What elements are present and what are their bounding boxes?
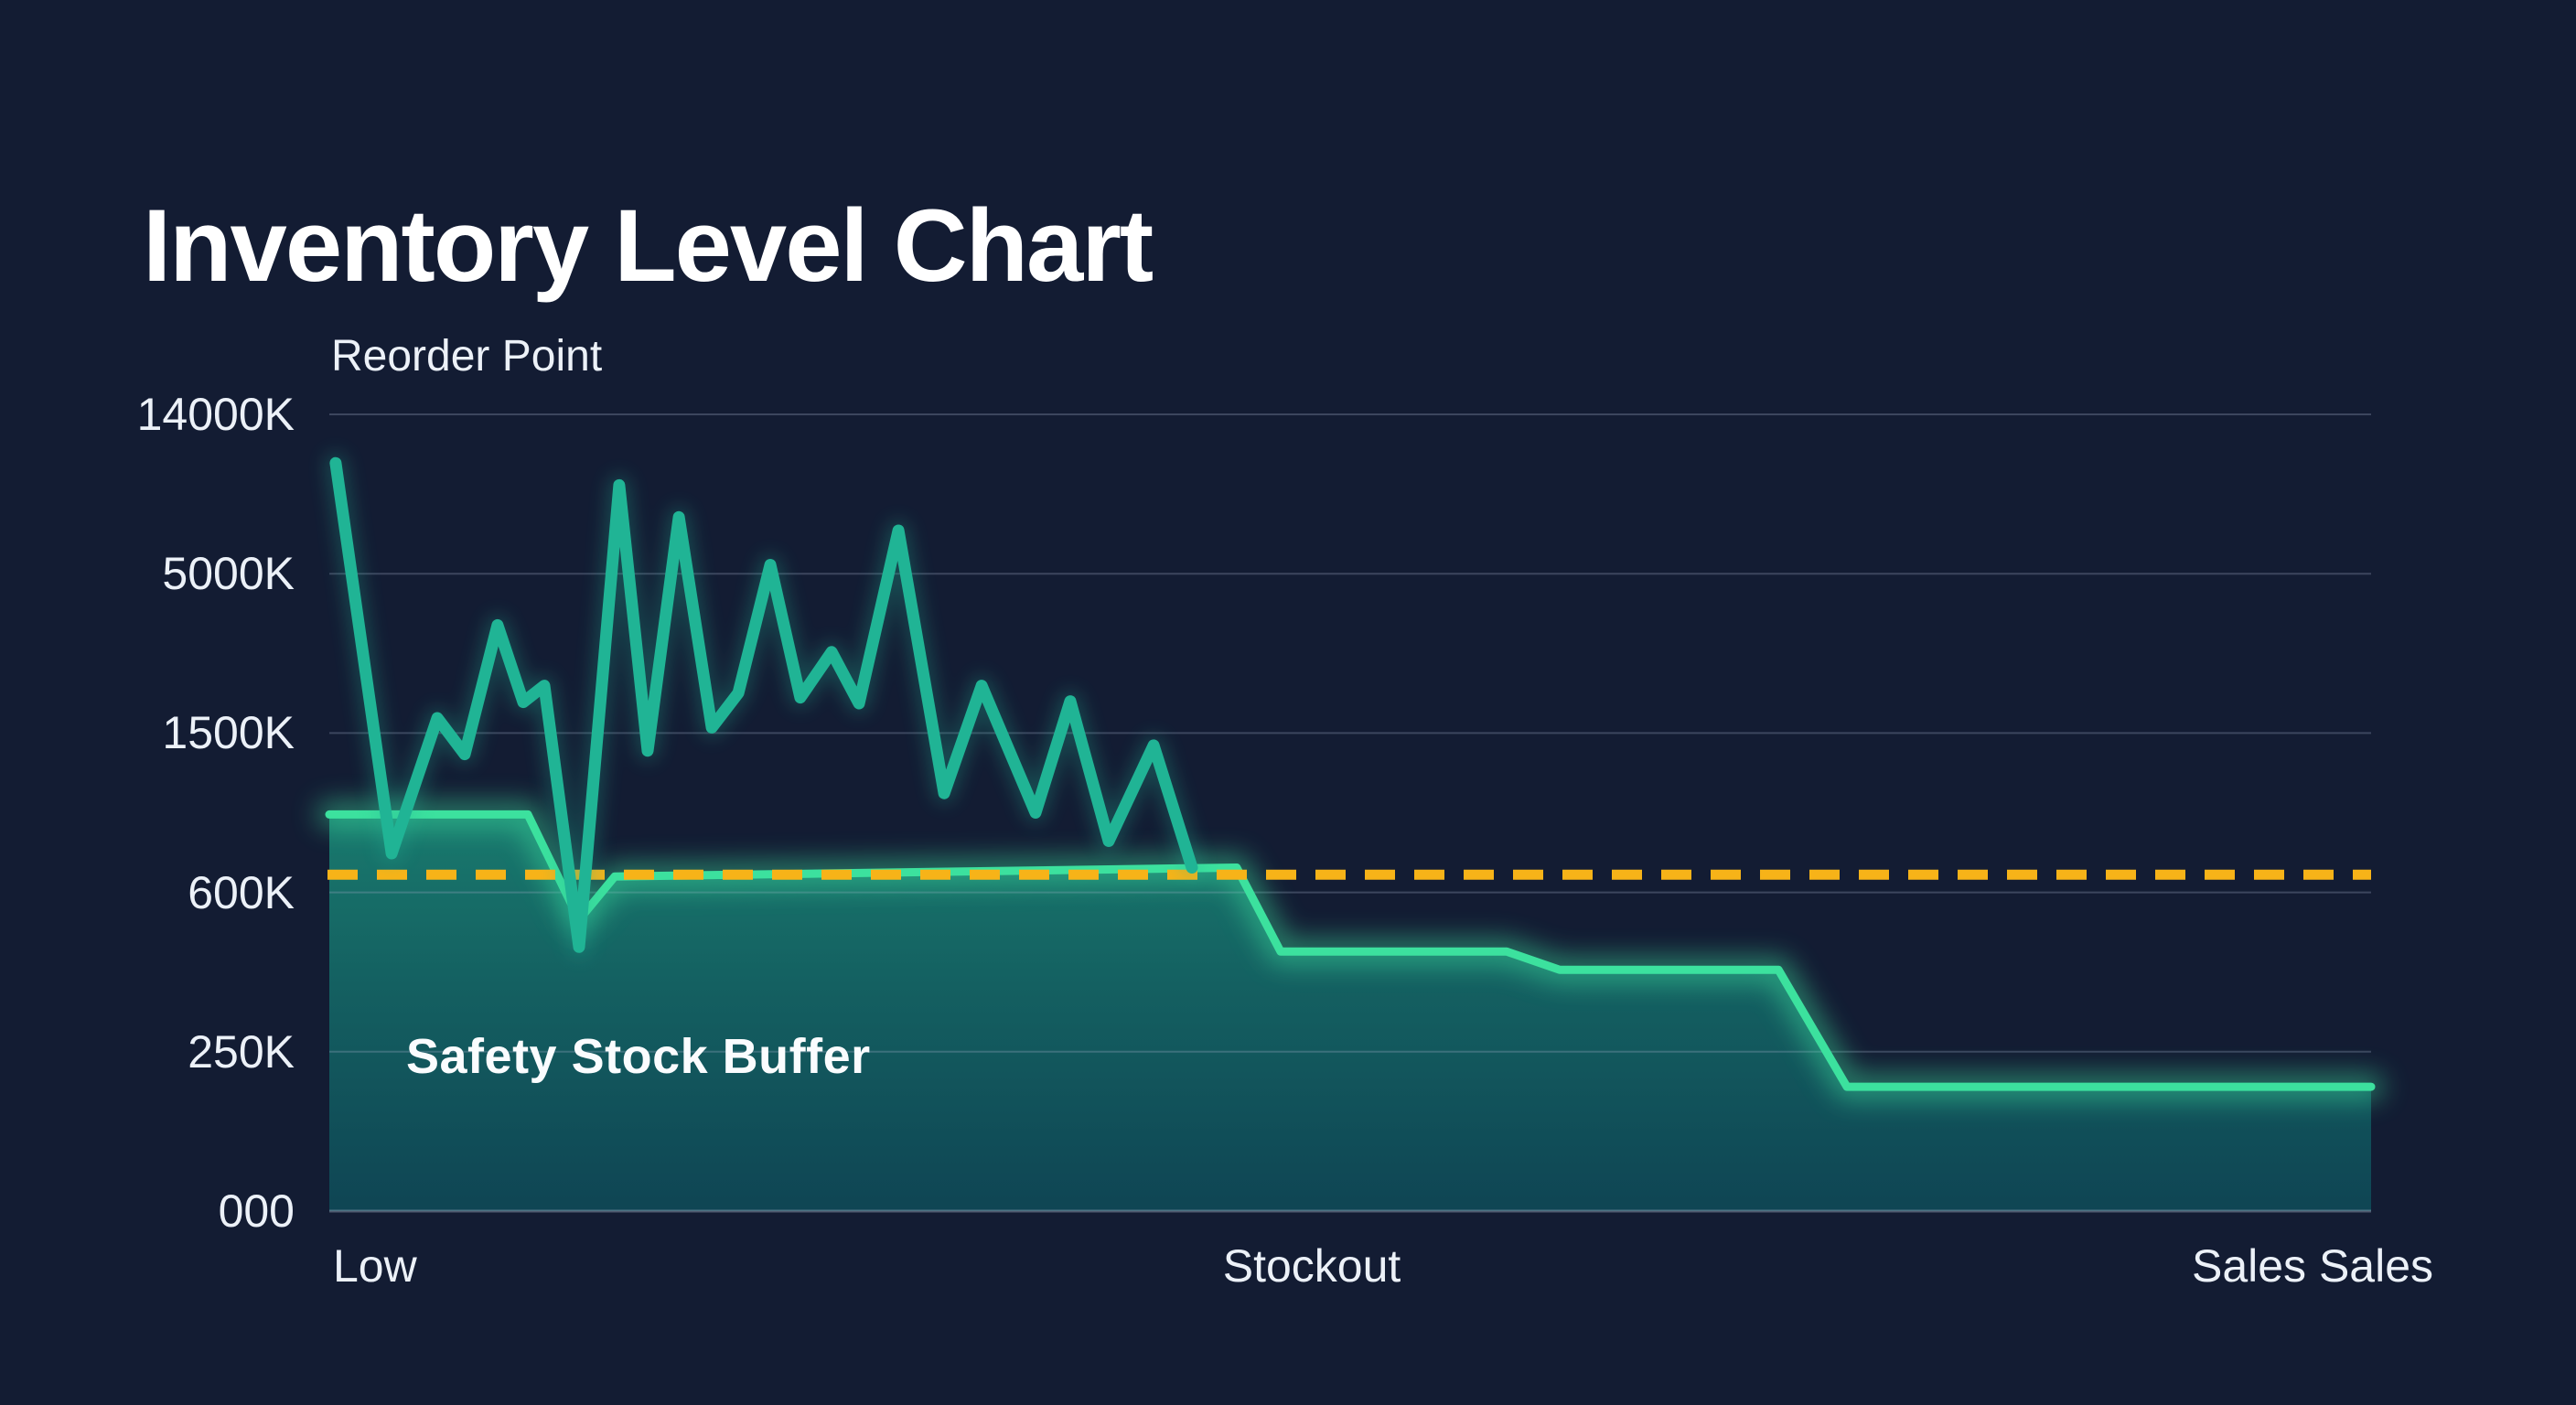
x-label-sales-sales: Sales Sales xyxy=(2191,1240,2434,1292)
reorder-point-label: Reorder Point xyxy=(331,332,603,381)
safety-stock-buffer-label: Safety Stock Buffer xyxy=(406,1029,871,1084)
x-label-stockout: Stockout xyxy=(1222,1240,1401,1292)
inventory-level-line xyxy=(329,456,1198,953)
safety-stock-area-fill xyxy=(329,814,2371,1211)
y-axis-label: 250K xyxy=(188,1025,295,1078)
y-axis-label: 600K xyxy=(188,866,295,918)
y-axis-label: 5000K xyxy=(162,548,295,600)
y-axis-label: 14000K xyxy=(136,389,295,440)
x-label-low: Low xyxy=(333,1240,417,1292)
y-axis-label: 1500K xyxy=(162,707,295,759)
page-title: Inventory Level Chart xyxy=(143,188,1154,304)
y-axis-label: 000 xyxy=(218,1185,295,1237)
